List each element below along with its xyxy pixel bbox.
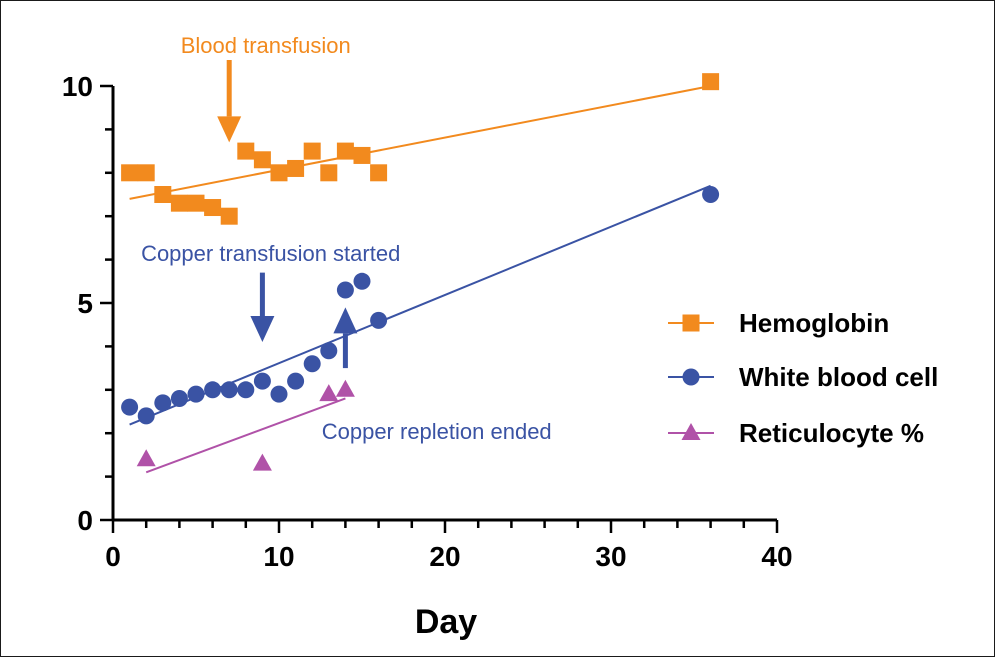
y-tick-label: 0 — [77, 505, 93, 536]
white-blood-cell-point — [154, 394, 172, 412]
hemoglobin-point — [702, 73, 720, 91]
hemoglobin-point — [121, 164, 139, 182]
hemoglobin-point — [353, 146, 371, 164]
legend-marker — [681, 423, 701, 440]
legend-marker — [682, 314, 700, 332]
annotation-label: Copper repletion ended — [322, 419, 552, 444]
white-blood-cell-point — [121, 398, 139, 416]
annotation-label: Blood transfusion — [181, 33, 351, 58]
hemoglobin-point — [154, 186, 172, 203]
hemoglobin-point — [220, 207, 238, 225]
annotation-arrow-head — [333, 307, 358, 334]
reticulocyte-point — [136, 449, 156, 467]
white-blood-cell-point — [187, 385, 205, 403]
hemoglobin-trendline — [129, 85, 711, 200]
hemoglobin-point — [303, 142, 321, 160]
legend-label: White blood cell — [739, 362, 938, 392]
annotation-arrow-head — [250, 316, 275, 343]
white-blood-cell-point — [137, 407, 155, 425]
x-tick-label: 20 — [429, 541, 460, 572]
white-blood-cell-point — [253, 372, 271, 390]
y-tick-label: 5 — [77, 288, 93, 319]
white-blood-cell-point — [270, 385, 288, 403]
white-blood-cell-point — [370, 311, 388, 329]
hemoglobin-point — [187, 194, 205, 212]
reticulocyte-point — [335, 379, 355, 397]
white-blood-cell-point — [336, 281, 354, 299]
x-tick-label: 30 — [595, 541, 626, 572]
hemoglobin-point — [137, 164, 155, 182]
hemoglobin-point — [170, 194, 188, 212]
white-blood-cell-point — [170, 389, 188, 407]
white-blood-cell-point — [204, 381, 222, 399]
x-axis-title: Day — [415, 603, 477, 641]
legend-label: Hemoglobin — [739, 308, 889, 338]
legend-label: Reticulocyte % — [739, 418, 924, 448]
axes: 0 10 20 30 40 0 5 10 — [62, 71, 793, 572]
reticulocyte-point — [319, 384, 339, 402]
white-blood-cell-point — [303, 355, 321, 373]
reticulocyte-point — [252, 453, 272, 471]
annotation-arrow-head — [217, 116, 242, 143]
white-blood-cell-point — [287, 372, 305, 390]
white-blood-cell-point — [353, 272, 371, 290]
x-tick-label: 40 — [761, 541, 792, 572]
white-blood-cell-point — [702, 186, 720, 203]
annotation-label: Copper transfusion started — [141, 241, 400, 266]
hemoglobin-point — [253, 151, 271, 169]
hemoglobin-point — [287, 159, 305, 177]
y-tick-label: 10 — [62, 71, 93, 102]
hemoglobin-point — [270, 164, 288, 182]
legend-marker — [682, 368, 700, 386]
hemoglobin-point — [204, 199, 222, 217]
hemoglobin-point — [237, 142, 255, 160]
hemoglobin-point — [320, 164, 338, 182]
white-blood-cell-point — [220, 381, 238, 399]
data-points — [121, 73, 720, 471]
hemoglobin-point — [370, 164, 388, 182]
trendlines — [129, 85, 711, 474]
white-blood-cell-point — [237, 381, 255, 399]
white-blood-cell-point — [320, 342, 338, 360]
x-tick-label: 10 — [263, 541, 294, 572]
legend: Hemoglobin White blood cell Reticulocyte % — [668, 308, 938, 448]
reticulocyte-trendline — [145, 397, 346, 474]
annotations: Blood transfusion Copper transfusion star… — [141, 33, 552, 444]
hemoglobin-point — [336, 142, 354, 160]
x-tick-label: 0 — [105, 541, 121, 572]
